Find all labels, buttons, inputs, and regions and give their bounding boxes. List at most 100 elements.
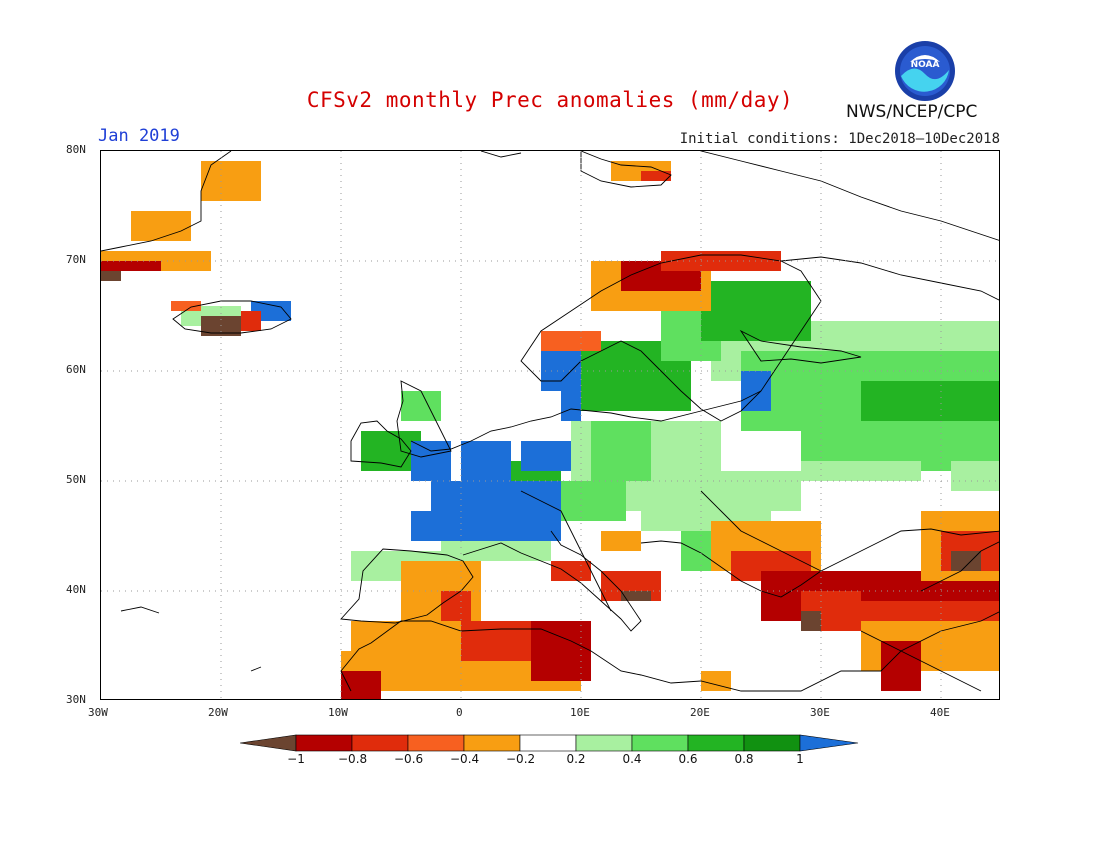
coastline <box>120 606 160 614</box>
coastline <box>640 528 999 598</box>
coastline <box>350 420 412 468</box>
colorbar-tick-label: −0.2 <box>506 752 536 766</box>
anomaly-cell <box>621 591 651 601</box>
colorbar-tick-label: 0.6 <box>678 752 698 766</box>
colorbar-tick-label: 0.4 <box>622 752 642 766</box>
anomaly-cell <box>641 171 671 181</box>
anomaly-cell <box>861 381 999 421</box>
lon-label-30w: 30W <box>88 706 108 719</box>
agency-label: NWS/NCEP/CPC <box>846 102 978 122</box>
chart-title: CFSv2 monthly Prec anomalies (mm/day) <box>306 88 794 112</box>
lat-label-50n: 50N <box>66 473 86 486</box>
anomaly-cell <box>541 331 601 351</box>
anomaly-cell <box>721 251 781 271</box>
coastline <box>101 151 232 252</box>
colorbar-min-arrow <box>239 734 297 752</box>
anomaly-cell <box>441 591 471 621</box>
colorbar-tick-label: 0.2 <box>566 752 586 766</box>
initial-conditions-label: Initial conditions: 1Dec2018–10Dec2018 <box>679 131 1000 147</box>
coastline <box>860 630 982 692</box>
coastline <box>920 541 999 592</box>
anomaly-cell <box>531 621 591 681</box>
anomaly-cell <box>741 371 771 411</box>
coastline <box>739 329 862 364</box>
anomaly-cell <box>411 441 451 481</box>
coastline <box>580 151 672 188</box>
anomaly-cell <box>171 301 201 311</box>
lon-label-10e: 10E <box>570 706 590 719</box>
colorbar-tick-label: 1 <box>796 752 804 766</box>
anomaly-cell <box>551 561 591 581</box>
colorbar-tick-label: 0.8 <box>734 752 754 766</box>
colorbar-swatch <box>351 734 409 752</box>
coastline <box>480 151 522 158</box>
anomaly-cell <box>701 671 731 691</box>
anomaly-cell <box>951 461 999 491</box>
noaa-logo-icon: NOAA <box>894 40 956 102</box>
colorbar <box>239 733 862 753</box>
logo-text: NOAA <box>911 60 940 70</box>
precip-anomaly-map <box>100 150 1000 700</box>
colorbar-swatch <box>519 734 577 752</box>
colorbar-swatch <box>463 734 521 752</box>
colorbar-tick-label: −0.4 <box>450 752 480 766</box>
colorbar-swatch <box>295 734 353 752</box>
lat-label-30n: 30N <box>66 693 86 706</box>
colorbar-swatch <box>687 734 745 752</box>
coastline <box>250 666 262 672</box>
anomaly-cell <box>441 541 551 561</box>
colorbar-tick-label: −0.6 <box>394 752 424 766</box>
lon-label-20w: 20W <box>208 706 228 719</box>
anomaly-cell <box>241 311 261 331</box>
colorbar-tick-label: −0.8 <box>338 752 368 766</box>
colorbar-swatch <box>631 734 689 752</box>
colorbar-swatch <box>575 734 633 752</box>
anomaly-cell <box>101 271 121 281</box>
coastline <box>462 530 642 632</box>
anomaly-cell <box>401 391 441 421</box>
anomaly-cell <box>101 261 161 271</box>
coastline <box>700 490 822 572</box>
coastline <box>340 548 474 624</box>
colorbar-max-arrow <box>799 734 859 752</box>
colorbar-tick-label: −1 <box>287 752 305 766</box>
anomaly-cell <box>591 421 651 481</box>
coastline <box>340 611 999 692</box>
coastline <box>520 490 612 612</box>
coastlines <box>101 151 999 692</box>
coastline <box>780 256 999 301</box>
anomaly-cell <box>801 611 821 631</box>
anomaly-cell <box>411 511 501 541</box>
anomaly-cell <box>561 391 581 421</box>
anomaly-cell <box>341 671 381 699</box>
lon-label-30e: 30E <box>810 706 830 719</box>
anomaly-cell <box>601 531 641 551</box>
valid-month-label: Jan 2019 <box>98 126 180 146</box>
anomaly-cell <box>701 281 811 341</box>
coastline <box>700 151 999 241</box>
colorbar-swatch <box>407 734 465 752</box>
lat-label-70n: 70N <box>66 253 86 266</box>
anomaly-cell <box>521 441 571 471</box>
lon-label-20e: 20E <box>690 706 710 719</box>
anomaly-cell <box>131 211 191 241</box>
lon-label-10w: 10W <box>328 706 348 719</box>
anomaly-cell <box>951 551 981 571</box>
lon-label-0: 0 <box>456 706 463 719</box>
anomaly-cell <box>556 481 626 521</box>
coastline <box>172 300 292 334</box>
anomaly-cell <box>461 441 511 491</box>
anomaly-cell <box>881 641 921 691</box>
coastline <box>520 254 822 422</box>
coastline <box>396 380 452 458</box>
lat-label-40n: 40N <box>66 583 86 596</box>
colorbar-swatch <box>743 734 801 752</box>
anomaly-cells <box>101 161 999 699</box>
lat-label-80n: 80N <box>66 143 86 156</box>
lon-label-40e: 40E <box>930 706 950 719</box>
anomaly-cell <box>541 351 581 391</box>
anomaly-cell <box>801 461 921 481</box>
lat-label-60n: 60N <box>66 363 86 376</box>
anomaly-cell <box>201 161 261 201</box>
graticule <box>101 151 999 699</box>
